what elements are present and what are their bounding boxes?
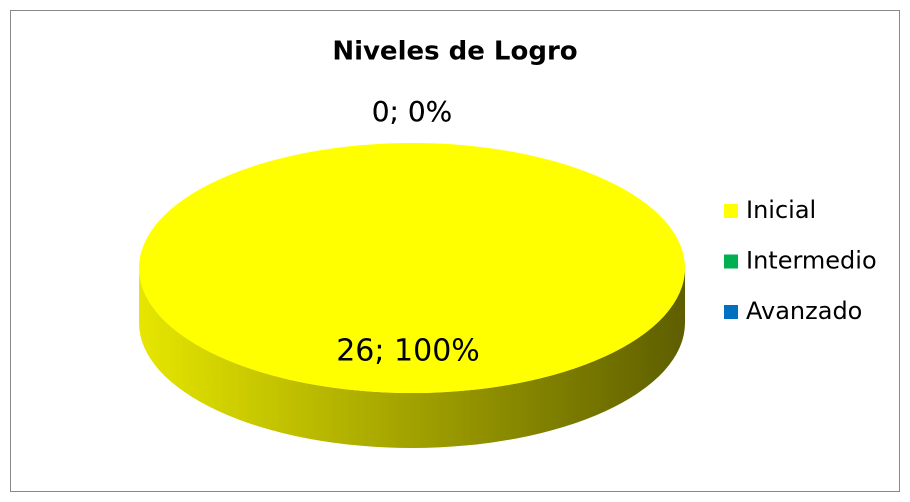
- legend-label: Inicial: [746, 196, 816, 224]
- data-label: 0; 0%: [372, 95, 453, 128]
- data-label: 0; 0%: [372, 95, 453, 128]
- legend-swatch: [724, 305, 738, 319]
- pie-slice: [138, 142, 686, 394]
- legend-swatch: [724, 254, 738, 269]
- chart-title: Niveles de Logro: [332, 37, 577, 67]
- data-label: 26; 100%: [336, 334, 480, 369]
- legend-label: Intermedio: [746, 247, 877, 275]
- pie-side: [139, 268, 685, 448]
- legend-label: Avanzado: [746, 297, 862, 325]
- legend-swatch: [724, 204, 738, 218]
